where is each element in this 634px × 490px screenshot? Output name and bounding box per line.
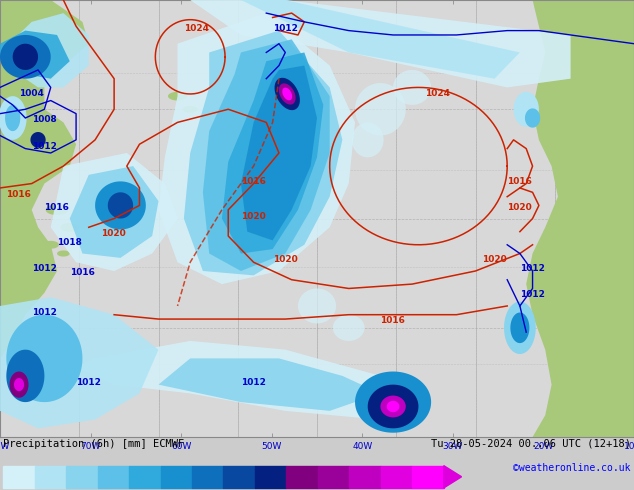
Polygon shape [387, 401, 399, 412]
Polygon shape [5, 105, 20, 131]
Polygon shape [6, 350, 44, 402]
Text: 1016: 1016 [70, 269, 94, 277]
Text: 1020: 1020 [482, 255, 507, 264]
Text: 1024: 1024 [184, 24, 209, 33]
Polygon shape [352, 122, 384, 157]
Polygon shape [46, 204, 68, 215]
Polygon shape [282, 88, 292, 100]
Bar [3, 466, 35, 488]
Bar [192, 466, 223, 488]
Polygon shape [241, 0, 520, 79]
Polygon shape [0, 30, 70, 79]
Polygon shape [95, 181, 146, 229]
Polygon shape [108, 192, 133, 219]
Polygon shape [275, 78, 300, 110]
Polygon shape [183, 106, 198, 113]
Polygon shape [76, 341, 431, 419]
Text: Tu 28-05-2024 00..06 UTC (12+18): Tu 28-05-2024 00..06 UTC (12+18) [431, 439, 631, 449]
Polygon shape [222, 52, 323, 253]
Bar [349, 466, 381, 488]
Polygon shape [0, 13, 89, 87]
Polygon shape [0, 297, 158, 428]
Text: 1020: 1020 [507, 203, 532, 212]
Text: 1020: 1020 [273, 255, 297, 264]
Polygon shape [526, 0, 634, 437]
Text: 1016: 1016 [241, 176, 266, 186]
Text: ©weatheronline.co.uk: ©weatheronline.co.uk [514, 463, 631, 473]
Polygon shape [10, 371, 29, 398]
Text: 1016: 1016 [380, 317, 405, 325]
Polygon shape [279, 83, 295, 104]
Polygon shape [42, 241, 59, 249]
Text: 1020: 1020 [101, 229, 126, 238]
Polygon shape [6, 315, 82, 402]
Polygon shape [158, 358, 380, 411]
Bar [287, 466, 318, 488]
Polygon shape [13, 44, 38, 70]
Polygon shape [14, 378, 24, 391]
Polygon shape [504, 301, 536, 354]
Polygon shape [57, 250, 70, 257]
Polygon shape [0, 96, 27, 140]
Bar [160, 466, 192, 488]
Bar [35, 466, 66, 488]
Text: 1012: 1012 [32, 308, 56, 317]
Polygon shape [70, 166, 158, 258]
Polygon shape [514, 92, 539, 127]
Text: 1016: 1016 [44, 203, 69, 212]
Polygon shape [0, 35, 51, 79]
Bar [223, 466, 255, 488]
Polygon shape [30, 132, 46, 147]
Polygon shape [333, 315, 365, 341]
Polygon shape [298, 289, 336, 323]
Polygon shape [0, 0, 89, 437]
Text: 1024: 1024 [425, 89, 450, 98]
Bar [129, 466, 160, 488]
Polygon shape [168, 92, 187, 100]
Text: 1016: 1016 [6, 190, 31, 198]
Bar [318, 466, 349, 488]
Polygon shape [380, 395, 406, 417]
Polygon shape [525, 108, 540, 127]
Bar [66, 466, 98, 488]
Text: 1008: 1008 [32, 115, 56, 124]
Text: 1012: 1012 [76, 378, 101, 387]
Text: 1012: 1012 [520, 264, 545, 273]
Polygon shape [510, 313, 529, 343]
Polygon shape [241, 66, 317, 241]
Text: 1020: 1020 [241, 212, 266, 220]
Text: 1016: 1016 [507, 176, 532, 186]
Text: 1012: 1012 [273, 24, 297, 33]
Text: 1012: 1012 [32, 142, 56, 150]
Polygon shape [60, 223, 79, 232]
Text: 1018: 1018 [57, 238, 82, 247]
Polygon shape [368, 385, 418, 428]
Polygon shape [184, 30, 342, 275]
Polygon shape [355, 371, 431, 433]
Text: 1004: 1004 [19, 89, 44, 98]
Polygon shape [51, 153, 178, 271]
Bar [412, 466, 444, 488]
Text: 1012: 1012 [32, 264, 56, 273]
Polygon shape [393, 70, 431, 105]
Bar [381, 466, 412, 488]
Polygon shape [203, 39, 330, 271]
Polygon shape [158, 13, 355, 284]
Bar [98, 466, 129, 488]
Polygon shape [355, 83, 406, 136]
Polygon shape [444, 466, 462, 488]
Text: 1012: 1012 [241, 378, 266, 387]
Text: 1012: 1012 [520, 290, 545, 299]
Polygon shape [190, 0, 571, 87]
Text: Precipitation (6h) [mm] ECMWF: Precipitation (6h) [mm] ECMWF [3, 439, 184, 449]
Bar [255, 466, 287, 488]
